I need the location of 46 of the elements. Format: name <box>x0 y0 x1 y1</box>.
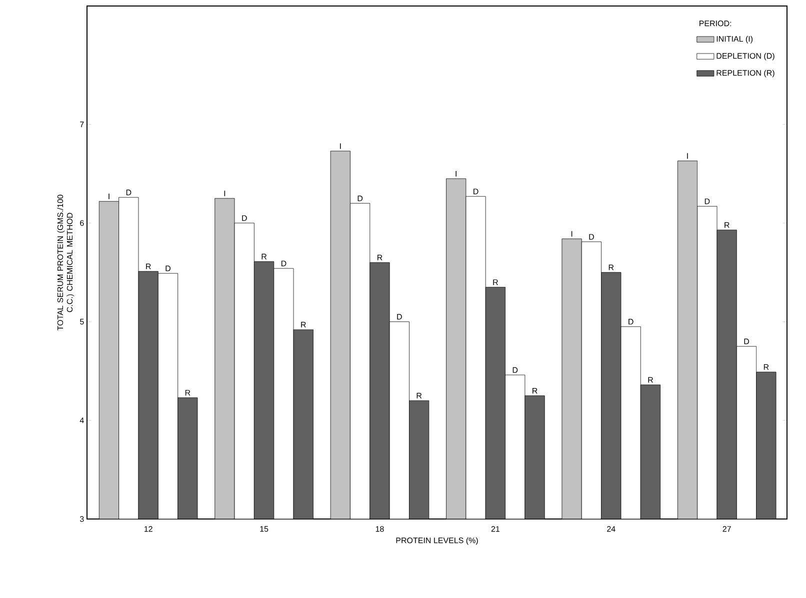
data-label: D <box>704 198 710 204</box>
x-axis-title: PROTEIN LEVELS (%) <box>396 537 478 545</box>
y-tick-label: 4 <box>80 418 84 424</box>
data-label: R <box>378 254 382 260</box>
data-label: I <box>340 143 341 149</box>
data-label: I <box>571 231 572 237</box>
data-label: D <box>628 318 634 324</box>
x-tick-label: 15 <box>260 526 268 532</box>
data-label: D <box>474 188 478 194</box>
data-label: D <box>126 190 132 196</box>
data-label: D <box>166 266 170 272</box>
data-label: I <box>224 190 226 196</box>
data-label: R <box>262 254 267 260</box>
x-tick-label: 27 <box>722 526 731 532</box>
x-tick-label: 24 <box>607 526 616 532</box>
data-label: D <box>358 196 363 202</box>
data-label: R <box>724 222 730 228</box>
data-label: I <box>687 153 688 159</box>
x-tick-label: 18 <box>376 526 384 532</box>
y-tick-label: 3 <box>80 516 84 522</box>
data-label: R <box>301 322 306 328</box>
legend-label: REPLETION (R) <box>716 70 774 78</box>
data-label: D <box>242 215 247 221</box>
data-label: R <box>146 264 151 270</box>
data-label: D <box>281 260 286 266</box>
data-label: R <box>648 377 653 383</box>
y-tick-label: 7 <box>80 122 84 128</box>
data-label: R <box>185 390 190 396</box>
y-tick-label: 6 <box>80 220 84 226</box>
legend-label: INITIAL (I) <box>716 36 753 44</box>
legend-title: PERIOD: <box>700 20 732 26</box>
x-tick-label: 21 <box>491 526 500 532</box>
data-label: D <box>512 367 518 373</box>
data-label: I <box>108 194 110 200</box>
y-tick-label: 5 <box>80 318 84 324</box>
data-label: R <box>532 388 538 394</box>
data-label: R <box>764 364 769 370</box>
y-axis-title: TOTAL SERUM PROTEIN (GMS./100 C.C.) CHEMICAL METHOD <box>57 194 74 330</box>
x-tick-label: 12 <box>144 526 152 532</box>
data-label: D <box>397 314 402 320</box>
data-label: D <box>744 338 750 344</box>
legend-label: DEPLETION (D) <box>716 52 774 60</box>
data-label: D <box>589 234 594 240</box>
data-label: R <box>416 392 422 398</box>
data-label: R <box>608 264 614 270</box>
data-label: R <box>493 279 498 285</box>
